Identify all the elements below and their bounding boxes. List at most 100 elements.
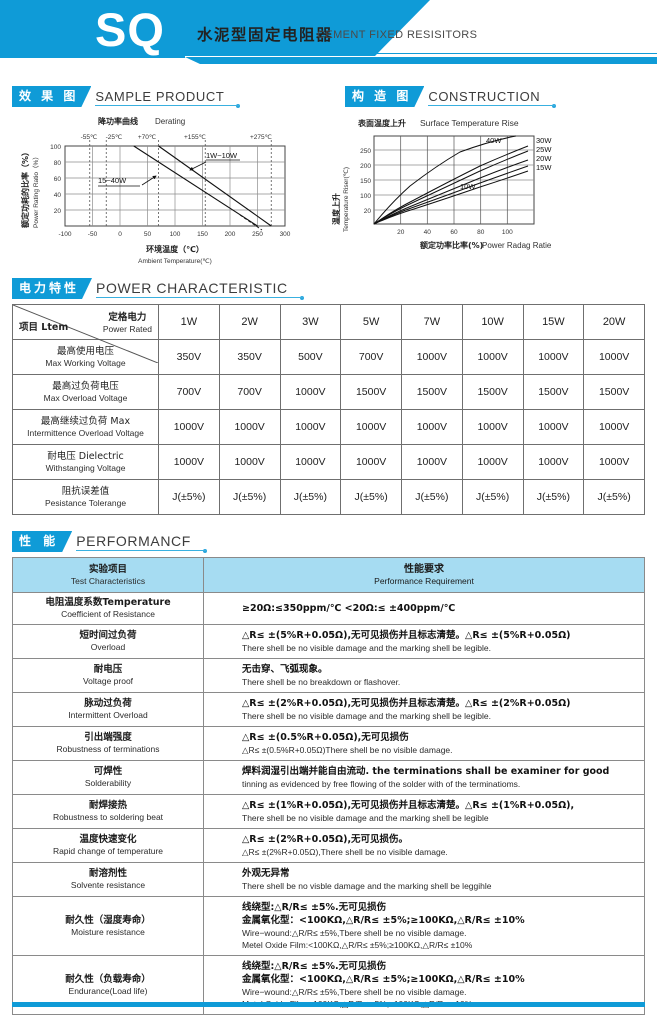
derating-curve-1w10w [158, 145, 272, 227]
row-label-en: Voltage proof [82, 676, 134, 686]
perf-header-en: Test Characteristics [70, 575, 146, 586]
row-label: 耐久性（湿度寿命） Moisture resistance [12, 896, 204, 956]
section-badge-power: 电力特性 POWER CHARACTERISTIC [12, 278, 304, 300]
col-header-15w: 15W [522, 304, 585, 340]
cell-value: 1000V [401, 339, 463, 375]
cell-value: 1000V [218, 409, 281, 445]
cell-value: J(±5%) [158, 479, 220, 515]
svg-text:150: 150 [197, 231, 208, 238]
req-line-en: tinning as evidenced by free flowing of … [242, 779, 521, 789]
temprise-ylabel-cn: 温度上升 [331, 193, 341, 225]
row-requirement: 无击穿、飞弧现象。 There shell be no breakdown or… [203, 658, 645, 693]
table-row: 温度快速变化 Rapid change of temperature △R≤ ±… [12, 828, 645, 863]
row-label: 温度快速变化 Rapid change of temperature [12, 828, 204, 863]
row-label-en: Withstanging Voltage [45, 462, 126, 473]
table-row: 最高过负荷电压 Max Overload Voltage 700V 700V 1… [12, 374, 645, 410]
cell-value: J(±5%) [583, 479, 645, 515]
footer-bar [12, 1002, 645, 1007]
row-label-cn: 阻抗误差值 [61, 485, 110, 497]
row-label: 耐焊接热 Robustness to soldering beat [12, 794, 204, 829]
badge-label-en: POWER CHARACTERISTIC [96, 278, 304, 300]
row-label-cn: 最高使用电压 [56, 345, 114, 357]
row-requirement: ≥20Ω:≤350ppm/℃ <20Ω:≤ ±400ppm/℃ [203, 592, 645, 625]
label-40w: 40W [486, 136, 502, 145]
cell-value: 1500V [401, 374, 463, 410]
cell-value: 1000V [340, 444, 402, 480]
req-line-en: △R≤ ±(0.5%R+0.05Ω)There shell be no visi… [242, 745, 453, 755]
svg-text:100: 100 [50, 144, 61, 151]
cell-value: J(±5%) [461, 479, 524, 515]
corner-bottom-left: 项目 Ltem [19, 322, 69, 333]
cell-value: 1000V [340, 409, 402, 445]
cell-value: 1000V [218, 444, 281, 480]
table-row: 耐电压 Voltage proof 无击穿、飞弧现象。 There shell … [12, 658, 645, 693]
cell-value: J(±5%) [340, 479, 402, 515]
corner-top-right: 定格电力 Power Rated [103, 312, 152, 334]
row-label: 可焊性 Solderability [12, 760, 204, 795]
row-label: 最高过负荷电压 Max Overload Voltage [12, 374, 159, 410]
temprise-xlabel-en: Power Radag Ratie [482, 241, 552, 250]
cell-value: 700V [218, 374, 281, 410]
svg-text:200: 200 [360, 163, 371, 170]
badge-label-en: SAMPLE PRODUCT [95, 86, 241, 108]
row-requirement: △R≤ ±(1%R+0.05Ω),无可见损伤并且标志清楚。△R≤ ±(1%R+0… [203, 794, 645, 829]
table-row: 耐焊接热 Robustness to soldering beat △R≤ ±(… [12, 794, 645, 829]
row-label-cn: 耐电压 Dielectric [47, 450, 124, 462]
row-label: 阻抗误差值 Pesistance Tolerange [12, 479, 159, 515]
table-row: 耐久性（湿度寿命） Moisture resistance 线绕型:△R/R≤ … [12, 896, 645, 956]
table-row: 阻抗误差值 Pesistance Tolerange J(±5%) J(±5%)… [12, 479, 645, 515]
row-requirement: 线绕型:△R/R≤ ±5%.无可见损伤 金属氧化型：<100KΩ,△R/R≤ ±… [203, 896, 645, 956]
row-label-cn: 引出端强度 [84, 732, 132, 743]
row-label-en: Moisture resistance [71, 926, 145, 937]
header-rule [190, 53, 657, 54]
badge-label-cn: 构 造 图 [345, 86, 424, 107]
req-line: 线绕型:△R/R≤ ±5%.无可见损伤 [242, 961, 387, 972]
req-line: ≥20Ω:≤350ppm/℃ <20Ω:≤ ±400ppm/℃ [242, 603, 456, 614]
derating-xlabel-cn: 环境温度（℃） [146, 244, 204, 254]
label-15w: 15W [536, 163, 552, 172]
badge-label-cn: 效 果 图 [12, 86, 91, 107]
derating-marker-labels: -55℃ -25℃ +70℃ +155℃ +275℃ [81, 134, 273, 141]
row-label-cn: 脉动过负荷 [84, 698, 132, 709]
page-header: SQ 水泥型固定电阻器 CEMENT FIXED RESISITORS [0, 0, 657, 72]
label-20w: 20W [536, 154, 552, 163]
cell-value: J(±5%) [522, 479, 585, 515]
derating-curve-15w40w [133, 145, 258, 227]
badge-text: PERFORMANCF [76, 533, 191, 549]
svg-text:+155℃: +155℃ [184, 134, 207, 141]
req-line: △R≤ ±(1%R+0.05Ω),无可见损伤并且标志清楚。△R≤ ±(1%R+0… [242, 800, 575, 811]
row-requirement: △R≤ ±(2%R+0.05Ω),无可见损伤并且标志清楚。△R≤ ±(2%R+0… [203, 692, 645, 727]
cell-value: 1000V [583, 409, 645, 445]
badge-dot-icon [299, 296, 304, 300]
req-line: 金属氧化型：<100KΩ,△R/R≤ ±5%;≥100KΩ,△R/R≤ ±10% [242, 915, 525, 926]
derating-xlabel-en: Ambient Temperature(℃) [138, 258, 212, 265]
row-label-en: Intermittence Overload Voltage [27, 427, 144, 438]
cell-value: 1000V [522, 339, 585, 375]
cell-value: 1000V [461, 339, 524, 375]
col-header-2w: 2W [218, 304, 281, 340]
curve-40w [373, 135, 517, 225]
corner-cn: 定格电力 [108, 312, 147, 323]
svg-text:+275℃: +275℃ [250, 134, 273, 141]
col-header-1w: 1W [158, 304, 220, 340]
cell-value: 350V [218, 339, 281, 375]
svg-text:-100: -100 [58, 231, 71, 238]
row-label-en: Solderability [84, 778, 132, 788]
row-label-en: Endurance(Load life) [68, 985, 148, 996]
cell-value: 1000V [401, 409, 463, 445]
table-row: 引出端强度 Robustness of terminations △R≤ ±(0… [12, 726, 645, 761]
row-label: 耐电压 Dielectric Withstanging Voltage [12, 444, 159, 480]
svg-text:40: 40 [424, 229, 432, 236]
cell-value: 1000V [461, 409, 524, 445]
svg-text:80: 80 [54, 160, 62, 167]
svg-text:250: 250 [252, 231, 263, 238]
badge-label-cn: 电力特性 [12, 278, 92, 299]
row-label-en: Coefficient of Resistance [61, 609, 155, 619]
table-row: 耐电压 Dielectric Withstanging Voltage 1000… [12, 444, 645, 480]
row-label-cn: 最高继续过负荷 Max [40, 415, 131, 427]
cell-value: 500V [279, 339, 342, 375]
badge-text: POWER CHARACTERISTIC [96, 280, 288, 296]
svg-text:100: 100 [360, 193, 371, 200]
badge-dot-icon [202, 549, 207, 553]
temprise-series-labels: 40W 30W 25W 20W 15W 10W [460, 136, 552, 191]
